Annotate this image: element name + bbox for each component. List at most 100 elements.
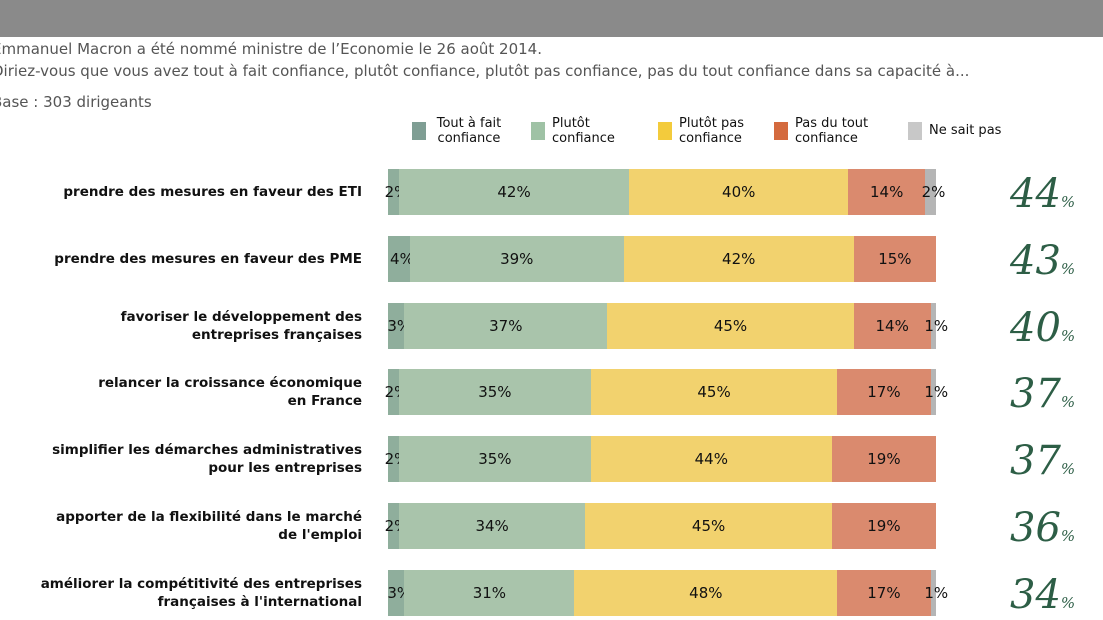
bar-segment	[574, 569, 838, 616]
bar-segment	[398, 169, 630, 215]
bar-segment	[831, 436, 936, 483]
value-label: 34%	[475, 517, 509, 535]
header-line: Emmanuel Macron a été nommé ministre de …	[0, 40, 542, 58]
total-value: 37	[1010, 371, 1061, 418]
value-label: 1%	[924, 583, 949, 602]
value-label: 17%	[867, 383, 901, 402]
category-label: relancer la croissance économique en Fra…	[98, 375, 362, 410]
bar-segment	[388, 369, 399, 416]
bar-segment	[404, 302, 608, 349]
total-unit: %	[1060, 460, 1076, 479]
bar-segment	[388, 235, 410, 282]
legend-label: Plutôt confiance	[552, 116, 615, 146]
value-label: 48%	[689, 583, 723, 602]
bar-segment	[388, 169, 399, 215]
value-label: 31%	[472, 583, 507, 602]
total: 40%	[1010, 305, 1075, 351]
bar-segment	[837, 369, 931, 416]
bar-segment	[853, 235, 936, 282]
bar-segment	[398, 436, 591, 483]
value-label: 14%	[875, 316, 909, 335]
legend-swatch	[658, 122, 672, 140]
value-label: 2%	[921, 183, 946, 201]
bar-segment	[623, 235, 854, 282]
top-bar	[0, 0, 1103, 37]
category-label: améliorer la compétitivité des entrepris…	[40, 575, 362, 610]
bar-segment	[398, 503, 586, 549]
header-line: Diriez-vous que vous avez tout à fait co…	[0, 62, 970, 80]
legend-swatch	[531, 122, 545, 140]
legend-swatch	[774, 122, 788, 140]
legend-swatch	[412, 122, 426, 140]
total-unit: %	[1060, 259, 1076, 278]
total-value: 34	[1010, 571, 1061, 618]
value-label: 35%	[478, 450, 512, 469]
legend-label: Plutôt pas confiance	[679, 116, 744, 146]
category-label: simplifier les démarches administratives…	[52, 442, 362, 477]
legend-label: Tout à fait confiance	[436, 116, 502, 146]
bar-segment	[388, 302, 405, 349]
total-value: 37	[1010, 438, 1061, 485]
bar-segment	[409, 235, 624, 282]
total: 37%	[1010, 371, 1075, 417]
bar-segment	[848, 169, 926, 215]
value-label: 15%	[878, 249, 912, 268]
category-label: favoriser le développement des entrepris…	[120, 308, 362, 343]
value-label: 39%	[500, 249, 534, 268]
bar-segment	[607, 302, 854, 349]
value-label: 44%	[694, 450, 728, 469]
total-unit: %	[1060, 527, 1076, 545]
total-unit: %	[1060, 393, 1076, 412]
bar-segment	[398, 369, 591, 416]
bar-segment	[930, 569, 936, 616]
total-unit: %	[1060, 193, 1076, 211]
total-unit: %	[1060, 326, 1076, 345]
value-label: 37%	[489, 316, 523, 335]
bar-segment	[853, 302, 931, 349]
bar-segment	[388, 569, 405, 616]
bar-segment	[388, 503, 399, 549]
bar-segment	[590, 436, 832, 483]
total-value: 36	[1010, 505, 1061, 551]
total-value: 44	[1010, 171, 1061, 217]
legend-label: Ne sait pas	[929, 123, 1002, 138]
value-label: 42%	[497, 183, 531, 201]
value-label: 14%	[870, 183, 904, 201]
legend-label: Pas du tout confiance	[795, 116, 869, 146]
value-label: 1%	[924, 383, 949, 402]
total-value: 40	[1010, 304, 1061, 351]
bar-segment	[831, 503, 936, 549]
total: 37%	[1010, 438, 1075, 484]
total: 44%	[1010, 171, 1075, 217]
bar-segment	[925, 169, 936, 215]
category-label: prendre des mesures en faveur des PME	[54, 250, 362, 267]
bar-segment	[404, 569, 575, 616]
total: 34%	[1010, 572, 1075, 618]
bar-segment	[837, 569, 931, 616]
category-label: prendre des mesures en faveur des ETI	[63, 184, 362, 200]
value-label: 45%	[697, 383, 731, 402]
value-label: 19%	[867, 517, 901, 535]
category-label: apporter de la flexibilité dans le march…	[56, 509, 362, 543]
value-label: 40%	[722, 183, 756, 201]
value-label: 42%	[722, 249, 756, 268]
bar-segment	[930, 369, 936, 416]
value-label: 45%	[691, 517, 726, 535]
legend-swatch	[908, 122, 922, 140]
value-label: 1%	[924, 316, 949, 335]
value-label: 19%	[867, 450, 901, 469]
bar-segment	[590, 369, 838, 416]
bar-segment	[388, 436, 399, 483]
bar-segment	[930, 302, 936, 349]
total: 36%	[1010, 505, 1075, 551]
total-unit: %	[1060, 593, 1076, 612]
bar-segment	[585, 503, 832, 549]
value-label: 45%	[713, 316, 748, 335]
header-line: Base : 303 dirigeants	[0, 93, 152, 111]
total-value: 43	[1010, 237, 1061, 284]
bar-segment	[629, 169, 849, 215]
total: 43%	[1010, 238, 1075, 284]
value-label: 17%	[867, 583, 901, 602]
value-label: 35%	[478, 383, 512, 402]
